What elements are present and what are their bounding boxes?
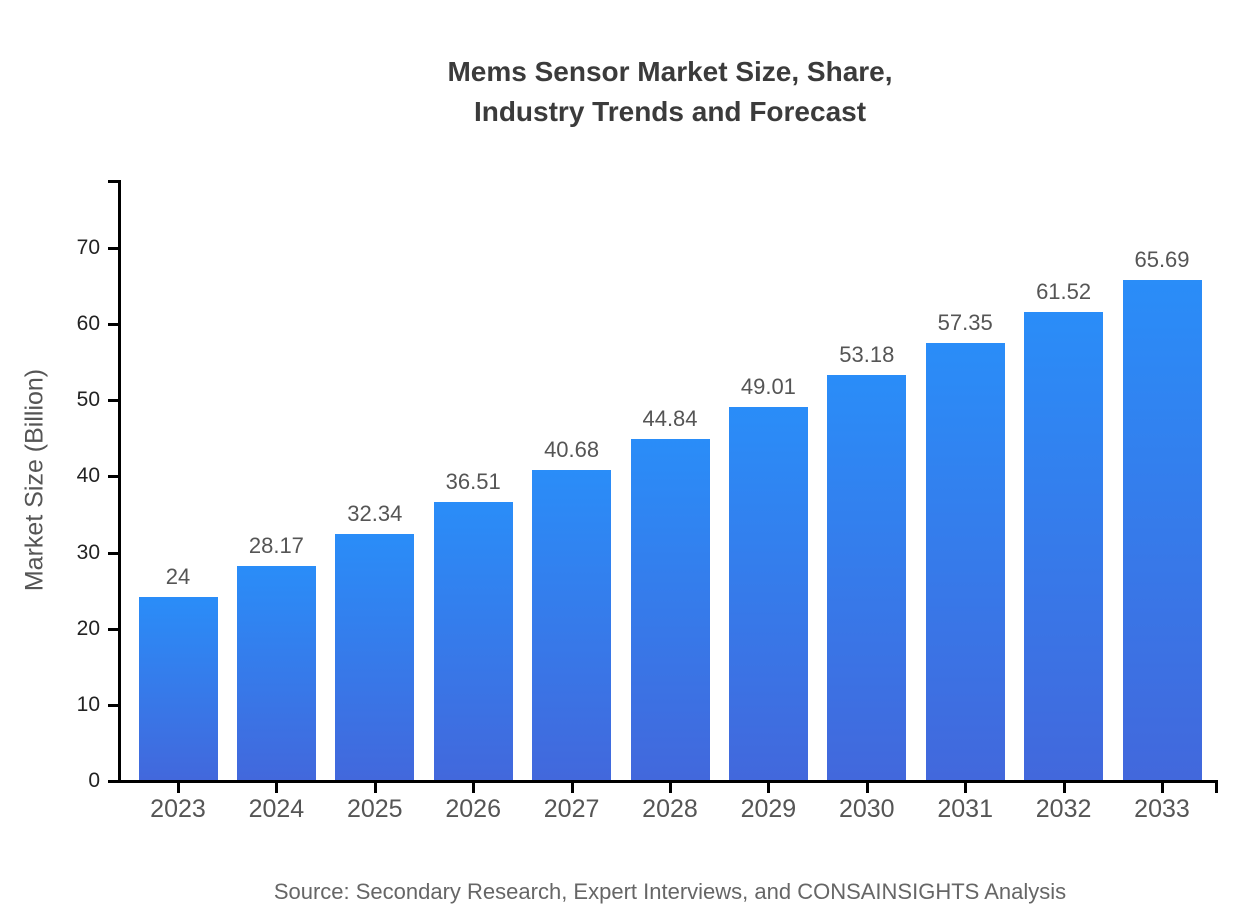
- bar: [630, 438, 710, 780]
- x-axis-end-tick: [1215, 783, 1218, 793]
- bar: [335, 533, 415, 780]
- x-tick: [767, 783, 771, 793]
- bar-value-label: 53.18: [839, 342, 895, 368]
- chart-title: Mems Sensor Market Size, Share, Industry…: [120, 52, 1220, 132]
- y-tick-label: 30: [76, 540, 100, 564]
- bar-value-label: 44.84: [642, 405, 698, 431]
- bar-value-label: 49.01: [740, 373, 796, 399]
- y-tick: [108, 399, 118, 403]
- x-tick-label: 2031: [937, 795, 993, 823]
- bar-value-label: 40.68: [544, 437, 600, 463]
- y-tick-label: 60: [76, 312, 100, 336]
- x-tick: [669, 783, 672, 793]
- y-tick-label: 10: [76, 692, 100, 716]
- bar: [1122, 279, 1202, 780]
- x-tick: [177, 783, 180, 793]
- x-tick-label: 2026: [445, 795, 501, 823]
- bar: [532, 470, 612, 780]
- x-tick: [275, 783, 279, 793]
- x-tick: [373, 783, 377, 793]
- x-tick: [570, 783, 574, 793]
- y-tick: [108, 323, 118, 327]
- x-tick-label: 2032: [1035, 795, 1092, 823]
- x-tick: [1161, 783, 1164, 793]
- source-note: Source: Secondary Research, Expert Inter…: [273, 879, 1067, 904]
- bar: [138, 597, 218, 780]
- x-tick: [964, 783, 968, 793]
- y-tick: [108, 703, 118, 707]
- x-tick-label: 2028: [642, 795, 698, 823]
- x-tick-label: 2030: [838, 795, 895, 823]
- x-tick-label: 2027: [543, 795, 600, 823]
- bar-value-label: 24: [165, 564, 191, 590]
- y-tick-label: 40: [76, 464, 100, 488]
- bar-value-label: 36.51: [445, 469, 501, 494]
- bar-value-label: 65.69: [1134, 246, 1190, 272]
- bar: [236, 565, 316, 780]
- bar-value-label: 57.35: [937, 310, 993, 336]
- y-tick-label: 0: [88, 769, 100, 792]
- bar-value-label: 61.52: [1036, 278, 1092, 304]
- bar: [1024, 311, 1104, 780]
- bar: [925, 343, 1005, 780]
- x-tick-label: 2033: [1134, 795, 1190, 823]
- x-axis-line: [118, 780, 1218, 783]
- y-tick: [108, 475, 118, 479]
- bar-value-label: 32.34: [347, 500, 403, 526]
- chart-title-line1: Mems Sensor Market Size, Share,: [447, 56, 893, 87]
- y-tick-label: 20: [76, 616, 100, 640]
- bar: [728, 406, 808, 780]
- x-tick-label: 2024: [248, 795, 305, 823]
- chart-title-line2: Industry Trends and Forecast: [473, 96, 867, 127]
- y-tick: [108, 247, 118, 251]
- y-tick-label: 50: [76, 388, 100, 412]
- bar: [433, 502, 513, 780]
- y-tick: [108, 780, 118, 783]
- x-tick-label: 2023: [150, 795, 206, 823]
- x-tick: [1062, 783, 1066, 793]
- y-tick-label: 70: [76, 236, 100, 260]
- x-tick: [865, 783, 869, 793]
- y-tick: [108, 551, 118, 555]
- bar-value-label: 28.17: [248, 532, 304, 558]
- y-tick: [108, 627, 118, 631]
- y-axis-top-cap: [108, 180, 118, 183]
- x-tick-label: 2029: [740, 795, 797, 823]
- bar: [827, 375, 907, 780]
- x-tick-label: 2025: [346, 795, 403, 823]
- y-axis-line: [118, 180, 121, 783]
- x-tick: [472, 783, 476, 793]
